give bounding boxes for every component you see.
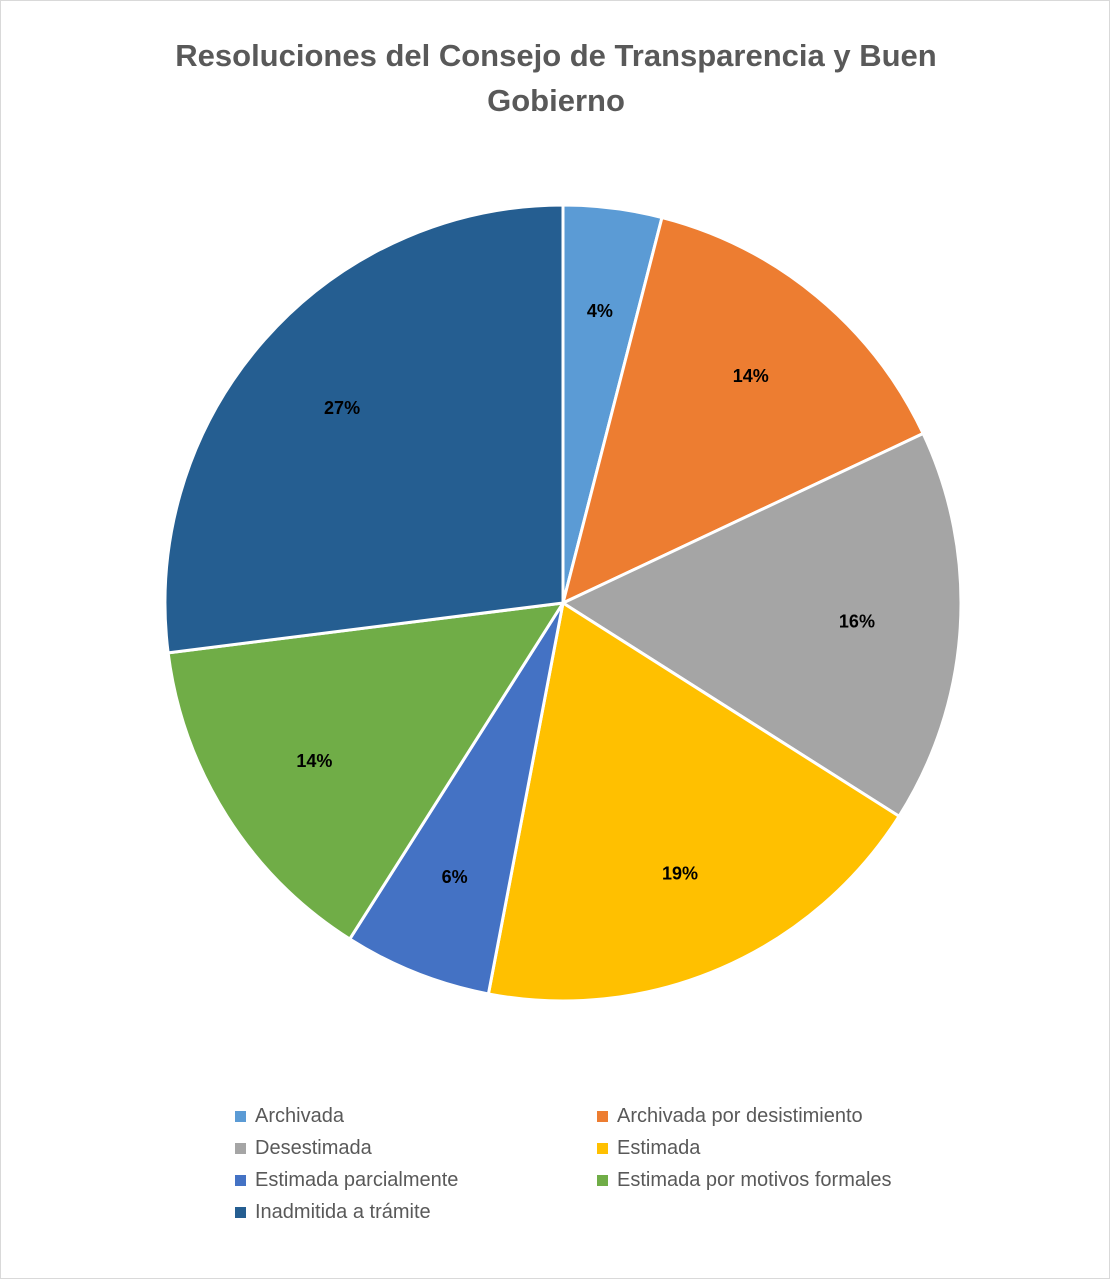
legend-swatch (235, 1111, 246, 1122)
legend-label: Estimada por motivos formales (617, 1169, 892, 1191)
legend-item-5: Estimada parcialmente (235, 1169, 597, 1192)
legend-swatch (597, 1143, 608, 1154)
legend-item-6: Estimada por motivos formales (597, 1169, 955, 1192)
pie-slice-4 (486, 601, 901, 1003)
chart-legend: Archivada Archivada por desistimiento Dese… (235, 1105, 955, 1224)
slice-data-label-3: 16% (839, 611, 875, 631)
pie-slice-7 (163, 203, 565, 655)
slice-data-label-1: 4% (587, 301, 613, 321)
legend-swatch (597, 1175, 608, 1186)
pie-slice-5 (348, 601, 565, 996)
legend-label: Estimada (617, 1137, 701, 1159)
legend-label: Archivada por desistimiento (617, 1105, 863, 1127)
legend-label: Inadmitida a trámite (255, 1201, 431, 1223)
legend-label: Desestimada (255, 1137, 372, 1159)
legend-label: Estimada parcialmente (255, 1169, 459, 1191)
slice-data-label-5: 6% (442, 867, 468, 887)
slice-data-label-4: 19% (662, 863, 698, 883)
legend-swatch (597, 1111, 608, 1122)
slice-data-label-2: 14% (733, 366, 769, 386)
legend-item-4: Estimada (597, 1137, 955, 1160)
legend-swatch (235, 1143, 246, 1154)
slice-data-label-6: 14% (296, 751, 332, 771)
pie-slice-2 (561, 216, 925, 605)
legend-item-2: Archivada por desistimiento (597, 1105, 955, 1128)
legend-swatch (235, 1175, 246, 1186)
pie-slice-3 (561, 432, 963, 818)
legend-label: Archivada (255, 1105, 344, 1127)
legend-item-7: Inadmitida a trámite (235, 1201, 597, 1224)
legend-item-1: Archivada (235, 1105, 597, 1128)
legend-item-3: Desestimada (235, 1137, 597, 1160)
pie-slice-6 (166, 601, 565, 941)
chart-title: Resoluciones del Consejo de Transparenci… (175, 38, 937, 118)
legend-swatch (235, 1207, 246, 1218)
pie-chart: 4% 14% 16% 19% 6% 14% 27% (163, 203, 963, 1003)
slice-data-label-7: 27% (324, 398, 360, 418)
